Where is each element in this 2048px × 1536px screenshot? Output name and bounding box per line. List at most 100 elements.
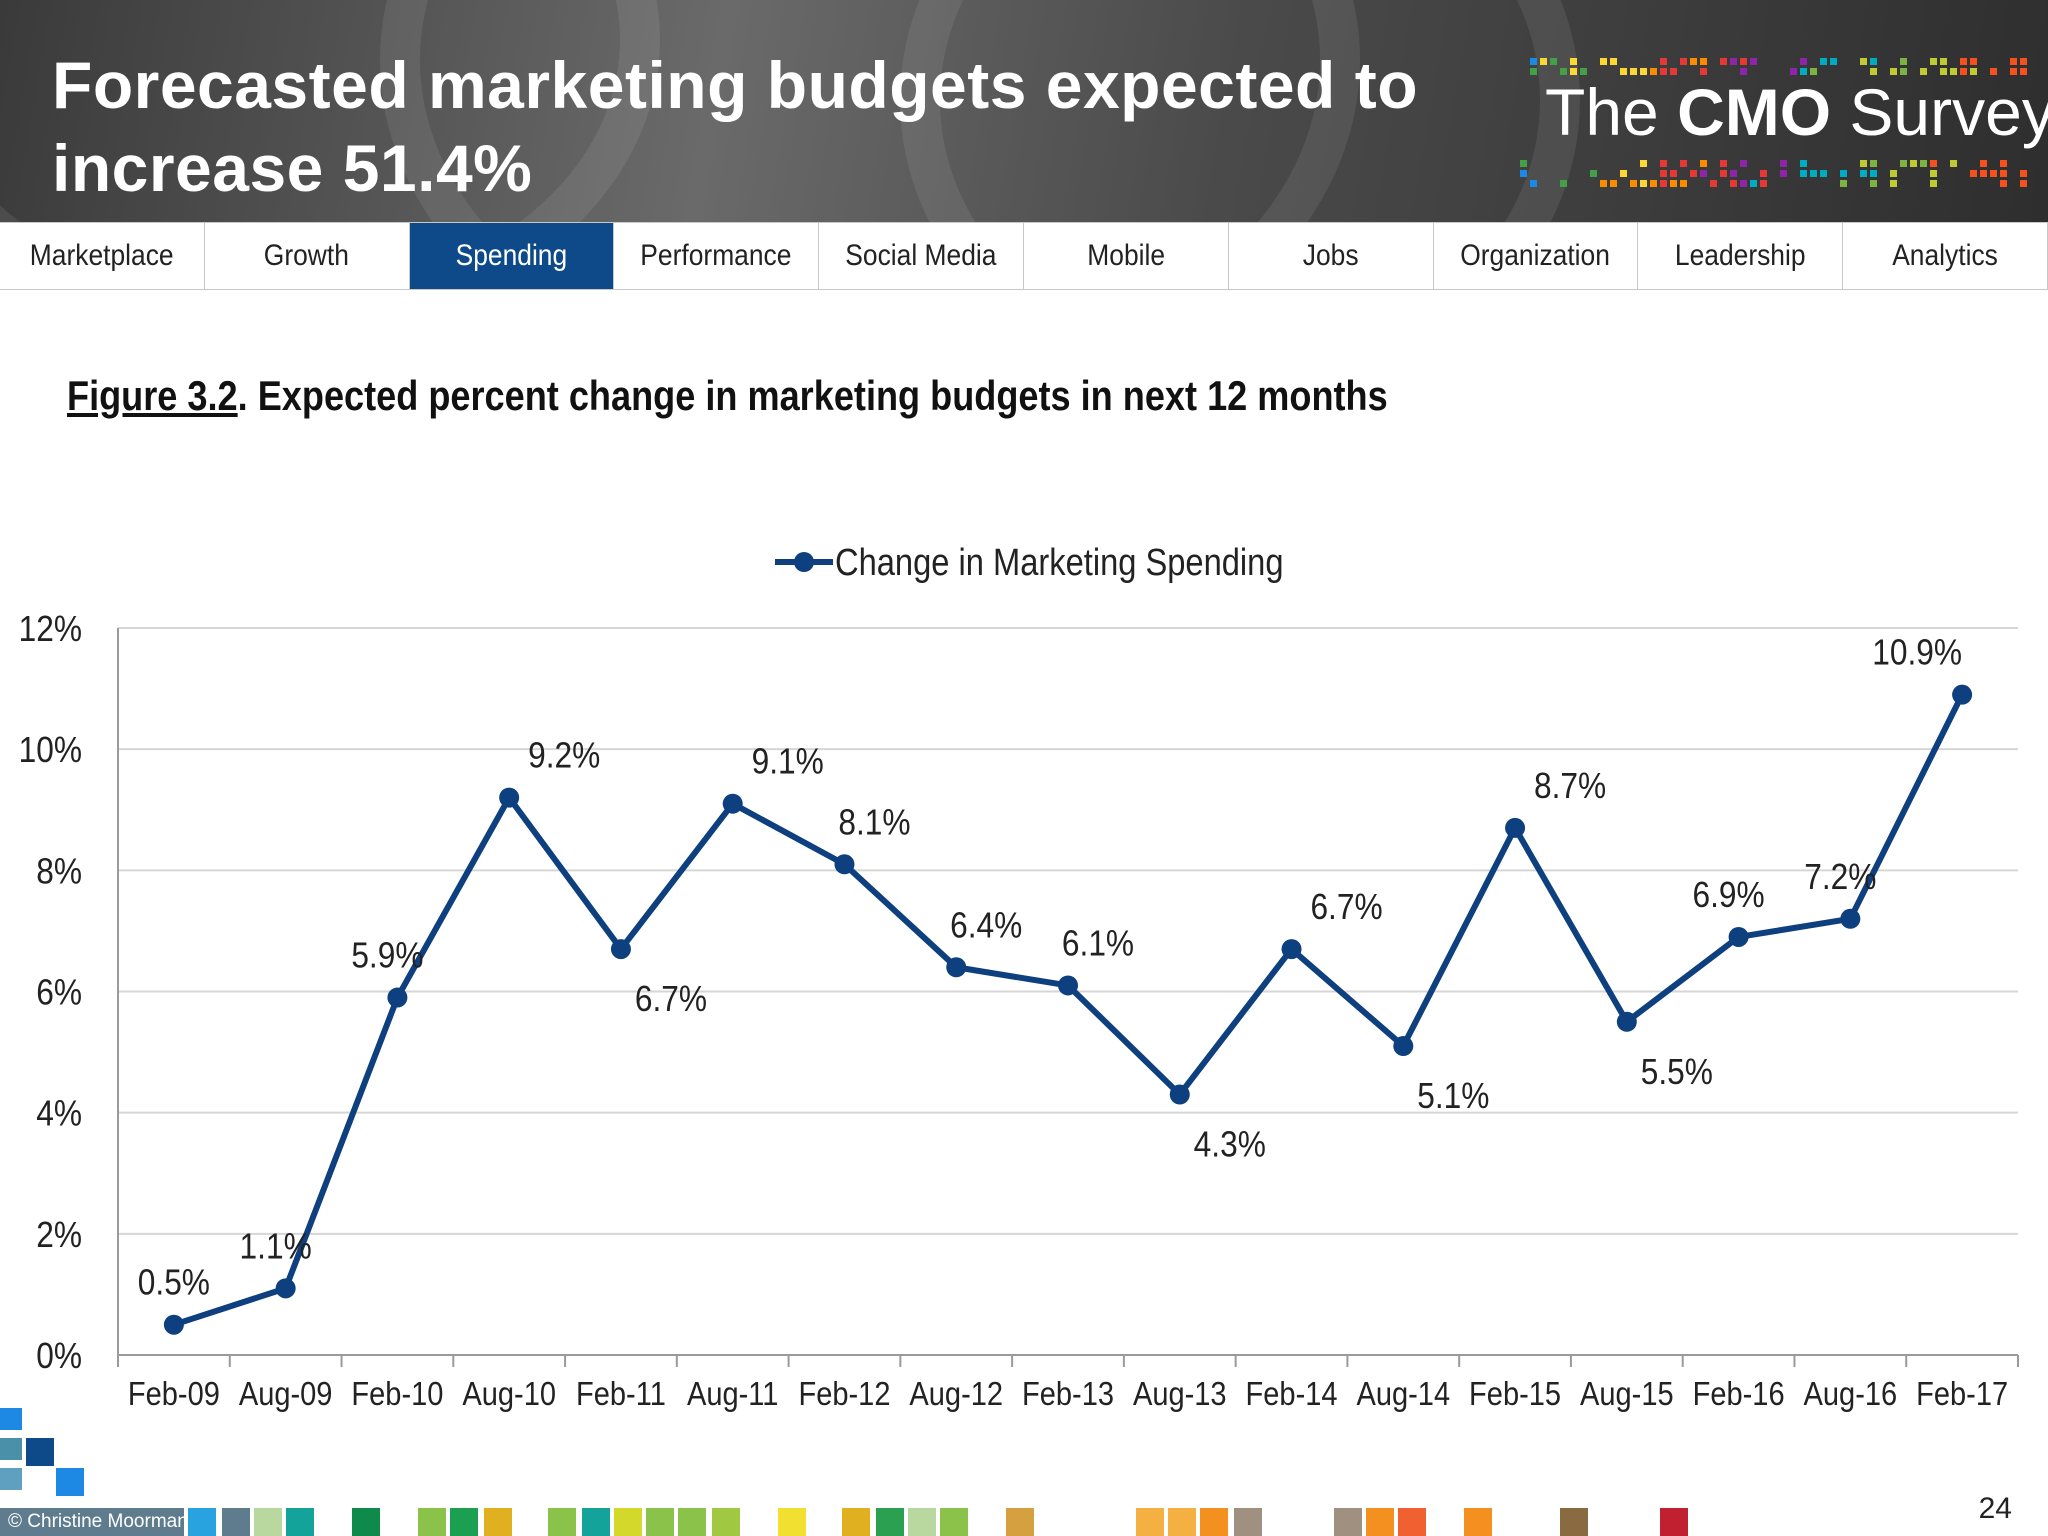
data-label: 6.7%: [1310, 887, 1382, 927]
decorative-square: [582, 1508, 610, 1536]
x-tick-label: Feb-16: [1693, 1375, 1785, 1412]
x-tick-label: Aug-16: [1804, 1375, 1898, 1412]
logo-pixel: [1530, 68, 1537, 75]
decorative-square: [548, 1508, 576, 1536]
decorative-square: [614, 1508, 642, 1536]
logo-pixel: [1600, 180, 1607, 187]
logo-pixel: [2010, 68, 2017, 75]
logo-pixel: [1760, 170, 1767, 177]
data-point: [1952, 684, 1973, 705]
logo-pixel: [1660, 58, 1667, 65]
logo-pixel: [2010, 58, 2017, 65]
cmo-survey-logo: The CMO Survey: [1515, 10, 2048, 215]
x-tick-label: Feb-12: [798, 1375, 890, 1412]
x-tick-label: Feb-13: [1022, 1375, 1114, 1412]
logo-pixel: [1700, 170, 1707, 177]
logo-pixel: [1800, 68, 1807, 75]
data-label: 5.5%: [1641, 1052, 1713, 1092]
logo-pixel: [1660, 68, 1667, 75]
logo-pixel: [1650, 68, 1657, 75]
decorative-square: [940, 1508, 968, 1536]
logo-pixel: [1680, 160, 1687, 167]
logo-pixel: [1730, 180, 1737, 187]
x-tick-label: Aug-11: [687, 1375, 778, 1412]
data-point: [1616, 1011, 1637, 1032]
data-point: [1840, 908, 1861, 929]
tab-analytics[interactable]: Analytics: [1843, 223, 2048, 289]
decorative-square: [908, 1508, 936, 1536]
decorative-square: [1168, 1508, 1196, 1536]
logo-pixel: [1860, 170, 1867, 177]
decorative-square: [842, 1508, 870, 1536]
tab-performance[interactable]: Performance: [614, 223, 820, 289]
figure-caption: . Expected percent change in marketing b…: [237, 372, 1388, 419]
logo-pixel: [1740, 58, 1747, 65]
logo-pixel: [1890, 68, 1897, 75]
data-point: [1728, 926, 1749, 947]
logo-pixel: [1990, 68, 1997, 75]
x-tick-label: Aug-14: [1356, 1375, 1450, 1412]
decorative-square: [1398, 1508, 1426, 1536]
data-label: 1.1%: [240, 1227, 312, 1267]
decorative-square: [1136, 1508, 1164, 1536]
logo-pixel: [1840, 170, 1847, 177]
data-point: [387, 987, 408, 1008]
decorative-square: [418, 1508, 446, 1536]
tab-marketplace[interactable]: Marketplace: [0, 223, 205, 289]
logo-pixel: [1870, 170, 1877, 177]
tab-label: Spending: [455, 239, 568, 272]
tab-organization[interactable]: Organization: [1434, 223, 1639, 289]
logo-pixel: [1630, 68, 1637, 75]
decorative-square: [778, 1508, 806, 1536]
data-point: [1169, 1084, 1190, 1105]
logo-pixel: [1890, 170, 1897, 177]
tab-mobile[interactable]: Mobile: [1024, 223, 1229, 289]
logo-pixel: [1930, 58, 1937, 65]
logo-pixel: [1800, 58, 1807, 65]
figure-title: Figure 3.2. Expected percent change in m…: [67, 372, 1388, 420]
tab-social-media[interactable]: Social Media: [819, 223, 1024, 289]
data-label: 8.7%: [1534, 766, 1606, 806]
data-label: 9.1%: [752, 742, 824, 782]
logo-pixel: [2000, 180, 2007, 187]
copyright: © Christine Moorman: [0, 1508, 188, 1536]
logo-pixel: [1790, 68, 1797, 75]
logo-pixel: [1820, 170, 1827, 177]
logo-pixel: [1520, 170, 1527, 177]
data-label: 6.4%: [950, 905, 1022, 945]
y-tick-label: 2%: [36, 1215, 82, 1255]
decorative-square: [450, 1508, 478, 1536]
logo-pixel: [1920, 160, 1927, 167]
data-point: [1505, 817, 1526, 838]
tab-jobs[interactable]: Jobs: [1229, 223, 1434, 289]
page-number: 24: [1978, 1492, 2012, 1525]
logo-pixel: [1520, 160, 1527, 167]
logo-pixel: [1640, 160, 1647, 167]
decorative-square: [26, 1438, 54, 1466]
logo-pixel: [1570, 68, 1577, 75]
data-point: [499, 787, 520, 808]
tab-label: Marketplace: [29, 239, 174, 272]
tab-leadership[interactable]: Leadership: [1638, 223, 1844, 289]
data-label: 8.1%: [838, 802, 910, 842]
logo-pixel: [1570, 58, 1577, 65]
logo-pixel-pattern: [1520, 58, 2027, 187]
y-tick-label: 0%: [36, 1336, 82, 1376]
logo-pixel: [1870, 160, 1877, 167]
logo-pixel: [2000, 170, 2007, 177]
logo-pixel: [1740, 180, 1747, 187]
tab-growth[interactable]: Growth: [205, 223, 410, 289]
logo-pixel: [1970, 58, 1977, 65]
logo-pixel: [1950, 160, 1957, 167]
tab-spending[interactable]: Spending: [409, 223, 615, 289]
logo-pixel: [1690, 170, 1697, 177]
logo-pixel: [1560, 68, 1567, 75]
logo-pixel: [1780, 170, 1787, 177]
data-label: 6.9%: [1693, 875, 1765, 915]
logo-pixel: [1970, 68, 1977, 75]
logo-pixel: [1760, 180, 1767, 187]
decorative-square: [286, 1508, 314, 1536]
decorative-square: [222, 1508, 250, 1536]
logo-pixel: [1660, 160, 1667, 167]
logo-pixel: [1700, 160, 1707, 167]
